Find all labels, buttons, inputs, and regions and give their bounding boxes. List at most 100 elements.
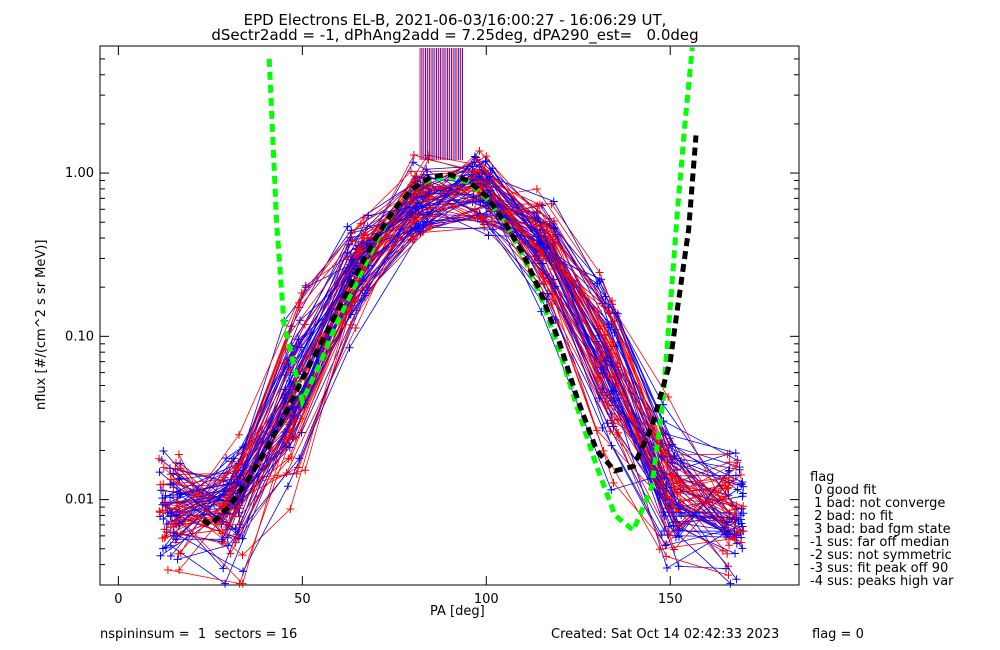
data-marker	[425, 188, 434, 197]
data-marker	[160, 499, 169, 508]
y-tick-label: 1.00	[65, 166, 94, 181]
data-marker	[166, 480, 175, 489]
data-marker	[731, 449, 740, 458]
data-marker	[549, 197, 558, 206]
x-tick-label: 150	[658, 592, 683, 607]
plot-frame	[99, 45, 800, 586]
data-marker	[731, 549, 740, 558]
data-marker	[160, 533, 169, 542]
data-marker	[343, 248, 352, 257]
data-marker	[351, 324, 360, 333]
data-marker	[412, 211, 421, 220]
legend-item: -3 sus: fit peak off 90	[810, 561, 949, 576]
data-marker	[532, 209, 541, 218]
data-marker	[534, 232, 543, 241]
spectrum-trace	[180, 187, 737, 554]
data-marker	[543, 243, 552, 252]
data-marker	[595, 277, 604, 286]
data-marker	[739, 489, 748, 498]
spectrum-trace	[176, 173, 735, 523]
data-marker	[603, 419, 612, 428]
data-marker	[287, 402, 296, 411]
data-marker	[733, 527, 742, 536]
data-marker	[155, 468, 164, 477]
data-marker	[301, 283, 310, 292]
data-marker	[345, 343, 354, 352]
data-marker	[425, 223, 434, 232]
data-marker	[235, 579, 244, 588]
spectrum-trace	[171, 205, 742, 569]
data-marker	[363, 239, 372, 248]
data-marker	[532, 185, 541, 194]
data-marker	[220, 487, 229, 496]
data-marker	[280, 428, 289, 437]
x-tick-label: 50	[294, 592, 311, 607]
spectrum-trace	[173, 179, 731, 584]
data-marker	[409, 151, 418, 160]
x-tick-label: 0	[114, 592, 122, 607]
spectrum-trace	[170, 180, 744, 532]
legend-item: -4 sus: peaks high var	[810, 574, 954, 589]
data-marker	[607, 485, 616, 494]
legend-item: -2 sus: not symmetric	[810, 548, 952, 563]
data-marker	[726, 579, 735, 588]
data-marker	[669, 521, 678, 530]
spectrum-trace	[163, 181, 742, 540]
data-marker	[737, 538, 746, 547]
data-marker	[359, 231, 368, 240]
data-marker	[282, 469, 291, 478]
data-marker	[176, 459, 185, 468]
legend-item: 2 bad: no fit	[810, 509, 894, 524]
data-marker	[660, 512, 669, 521]
spectrum-trace	[180, 184, 729, 576]
spectrum-trace	[178, 184, 729, 571]
spectrum-trace	[158, 188, 725, 521]
data-marker	[537, 246, 546, 255]
data-marker	[655, 545, 664, 554]
data-marker	[161, 543, 170, 552]
data-marker	[484, 231, 493, 240]
data-marker	[176, 489, 185, 498]
data-marker	[160, 525, 169, 534]
data-marker	[167, 475, 176, 484]
data-marker	[289, 411, 298, 420]
data-marker	[661, 541, 670, 550]
data-marker	[608, 296, 617, 305]
data-marker	[731, 462, 740, 471]
data-marker	[238, 534, 247, 543]
data-marker	[359, 213, 368, 222]
legend-item: 1 bad: not converge	[810, 496, 946, 511]
data-marker	[732, 539, 741, 548]
data-marker	[155, 454, 164, 463]
data-marker	[407, 167, 416, 176]
data-marker	[343, 222, 352, 231]
data-marker	[659, 508, 668, 517]
data-marker	[159, 463, 168, 472]
data-marker	[538, 259, 547, 268]
spectrum-trace	[173, 210, 726, 572]
data-marker	[283, 482, 292, 491]
spectrum-trace	[159, 178, 737, 538]
spectrum-trace	[173, 207, 742, 543]
data-marker	[287, 453, 296, 462]
data-marker	[663, 564, 672, 573]
data-marker	[297, 288, 306, 297]
data-marker	[346, 320, 355, 329]
data-marker	[239, 567, 248, 576]
data-marker	[360, 291, 369, 300]
data-marker	[732, 575, 741, 584]
data-marker	[486, 207, 495, 216]
data-marker	[738, 478, 747, 487]
data-marker	[301, 466, 310, 475]
data-marker	[607, 360, 616, 369]
data-marker	[219, 564, 228, 573]
data-marker	[476, 214, 485, 223]
data-marker	[723, 549, 732, 558]
data-marker	[358, 247, 367, 256]
data-marker	[732, 531, 741, 540]
data-marker	[169, 528, 178, 537]
legend-item: 3 bad: bad fgm state	[810, 522, 951, 537]
data-marker	[720, 515, 729, 524]
data-marker	[416, 227, 425, 236]
